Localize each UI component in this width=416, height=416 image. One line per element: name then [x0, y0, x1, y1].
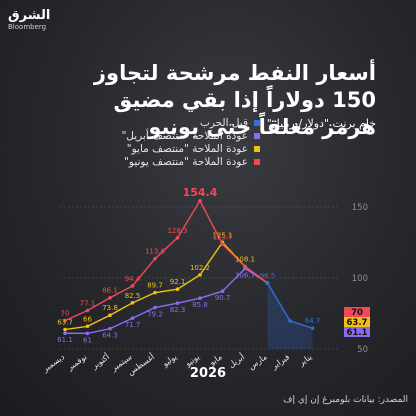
data-point — [63, 327, 67, 332]
data-point — [175, 287, 180, 292]
data-label: 64.7 — [305, 317, 321, 325]
logo-arabic: الشرق — [8, 8, 51, 23]
data-label: 125.1 — [212, 231, 232, 239]
data-point — [288, 319, 292, 323]
data-label: 63.7 — [57, 319, 73, 327]
data-point — [175, 301, 180, 305]
data-label: 73.8 — [102, 304, 118, 312]
legend-item: قبل الحرب — [128, 117, 260, 130]
chart-subtitle: خام برنت "دولار/برميل" — [266, 117, 376, 130]
data-label: 82.5 — [125, 292, 141, 300]
data-label: 106.7 — [235, 271, 255, 279]
data-label: 89.7 — [147, 282, 163, 290]
data-label: 70 — [61, 310, 70, 318]
data-point — [130, 301, 135, 305]
series-line — [64, 267, 268, 335]
data-label: 123.7 — [212, 233, 232, 241]
legend-label: عودة الملاحة "منتصف أبريل" — [121, 130, 248, 142]
data-point — [265, 281, 270, 285]
data-label: 86.1 — [102, 287, 118, 295]
data-label: 102.2 — [190, 264, 210, 272]
legend-item: عودة الملاحة "منتصف يونيو" — [124, 156, 260, 169]
data-label: 108.1 — [235, 255, 255, 263]
data-label: 64.3 — [102, 332, 118, 340]
legend-swatch — [254, 120, 260, 126]
data-point — [243, 264, 247, 269]
end-value-text: 70 — [351, 308, 363, 318]
data-label: 85.8 — [192, 301, 208, 309]
data-point — [220, 242, 225, 247]
data-point — [220, 289, 225, 294]
series-line — [64, 241, 268, 331]
end-value-text: 63.7 — [347, 318, 368, 328]
legend-swatch — [254, 146, 260, 152]
data-point — [198, 198, 202, 203]
end-value-badge — [344, 307, 370, 317]
data-label: 90.7 — [215, 294, 231, 302]
series-line — [64, 199, 268, 322]
y-tick-label: 50 — [357, 345, 368, 355]
logo-english: Bloomberg — [8, 23, 47, 31]
data-point — [130, 284, 135, 288]
data-label: 96.5 — [260, 272, 276, 280]
data-point — [153, 305, 157, 310]
legend-item: عودة الملاحة "منتصف مايو" — [126, 143, 260, 156]
data-label: 92.1 — [170, 278, 186, 286]
data-label: 82.3 — [170, 306, 186, 314]
data-point — [130, 316, 135, 320]
data-point — [85, 324, 90, 329]
end-value-badge — [344, 317, 370, 327]
chart-title: أسعار النفط مرشحة لتجاوز 150 دولاراً إذا… — [93, 61, 376, 139]
legend-label: عودة الملاحة "منتصف مايو" — [126, 143, 248, 155]
data-label: 128.3 — [167, 227, 187, 235]
end-value-badge — [344, 327, 370, 337]
legend-swatch — [254, 133, 260, 139]
legend-item: عودة الملاحة "منتصف أبريل" — [121, 130, 260, 143]
data-label: 66 — [83, 315, 92, 323]
data-label: 79.2 — [147, 311, 163, 319]
year-label: 2026 — [189, 366, 227, 381]
legend: قبل الحرب عودة الملاحة "منتصف أبريل" عودة … — [121, 117, 260, 169]
data-point — [108, 295, 112, 300]
data-point — [63, 331, 67, 336]
data-point — [108, 313, 112, 318]
y-tick-label: 150 — [352, 203, 368, 213]
legend-swatch — [254, 159, 260, 165]
data-point — [63, 318, 67, 323]
data-point — [310, 326, 315, 330]
data-label: 77.1 — [80, 300, 96, 308]
y-tick-label: 100 — [352, 274, 368, 284]
data-point — [198, 296, 202, 300]
data-point — [198, 273, 202, 277]
brand-logo: الشرق Bloomberg — [8, 8, 52, 38]
data-point — [85, 308, 90, 313]
before-war-area — [267, 282, 313, 349]
data-point — [153, 290, 157, 295]
end-value-text: 61.1 — [347, 328, 368, 338]
data-label: 113.6 — [145, 248, 166, 256]
data-point — [175, 236, 180, 240]
data-label: 61.1 — [57, 336, 73, 344]
data-point — [108, 326, 112, 331]
legend-label: عودة الملاحة "منتصف يونيو" — [124, 156, 248, 168]
data-label: 61 — [83, 336, 92, 344]
data-point — [85, 331, 90, 336]
data-point — [153, 256, 157, 261]
legend-label: قبل الحرب — [199, 117, 248, 129]
data-label: 71.7 — [125, 321, 141, 329]
source-note: المصدر: بيانات بلومبرغ إن إي إف — [283, 395, 408, 405]
data-label: 94.4 — [125, 275, 141, 283]
data-label: 154.4 — [183, 186, 218, 199]
